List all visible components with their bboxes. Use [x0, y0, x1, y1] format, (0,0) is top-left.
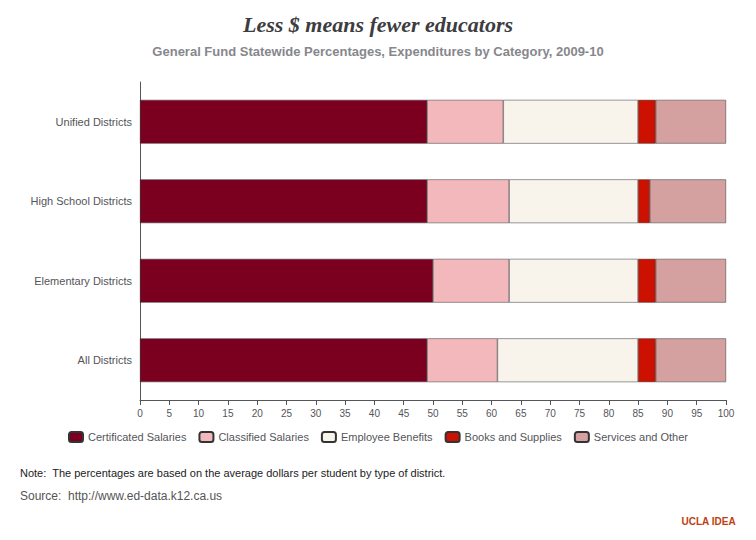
- svg-text:0: 0: [137, 408, 143, 419]
- svg-text:All Districts: All Districts: [78, 354, 133, 366]
- svg-text:High School Districts: High School Districts: [31, 195, 133, 207]
- svg-text:Classified Salaries: Classified Salaries: [218, 431, 309, 443]
- svg-text:65: 65: [515, 408, 527, 419]
- svg-text:95: 95: [691, 408, 703, 419]
- svg-text:60: 60: [486, 408, 498, 419]
- svg-text:General Fund Statewide Percent: General Fund Statewide Percentages, Expe…: [152, 44, 603, 59]
- svg-text:Services and Other: Services and Other: [594, 431, 688, 443]
- svg-text:90: 90: [662, 408, 674, 419]
- svg-text:70: 70: [545, 408, 557, 419]
- svg-text:55: 55: [457, 408, 469, 419]
- svg-text:20: 20: [252, 408, 264, 419]
- svg-text:30: 30: [310, 408, 322, 419]
- svg-text:5: 5: [167, 408, 173, 419]
- svg-text:Certificated Salaries: Certificated Salaries: [88, 431, 187, 443]
- svg-text:35: 35: [340, 408, 352, 419]
- svg-text:Employee Benefits: Employee Benefits: [341, 431, 433, 443]
- svg-text:40: 40: [369, 408, 381, 419]
- svg-text:15: 15: [222, 408, 234, 419]
- svg-text:85: 85: [633, 408, 645, 419]
- svg-text:Note: The percentages are bas: Note: The percentages are based on the a…: [20, 467, 445, 479]
- svg-text:75: 75: [574, 408, 586, 419]
- svg-text:25: 25: [281, 408, 293, 419]
- svg-text:Elementary Districts: Elementary Districts: [34, 275, 132, 287]
- svg-text:80: 80: [603, 408, 615, 419]
- svg-text:Less $ means fewer educators: Less $ means fewer educators: [242, 12, 513, 37]
- svg-text:50: 50: [427, 408, 439, 419]
- svg-text:Source: http://www.ed-data.k1: Source: http://www.ed-data.k12.ca.us: [20, 489, 222, 503]
- svg-text:Books and Supplies: Books and Supplies: [465, 431, 563, 443]
- svg-text:100: 100: [718, 408, 735, 419]
- svg-text:45: 45: [398, 408, 410, 419]
- svg-text:10: 10: [193, 408, 205, 419]
- svg-text:Unified Districts: Unified Districts: [56, 116, 133, 128]
- svg-text:UCLA IDEA: UCLA IDEA: [682, 516, 736, 527]
